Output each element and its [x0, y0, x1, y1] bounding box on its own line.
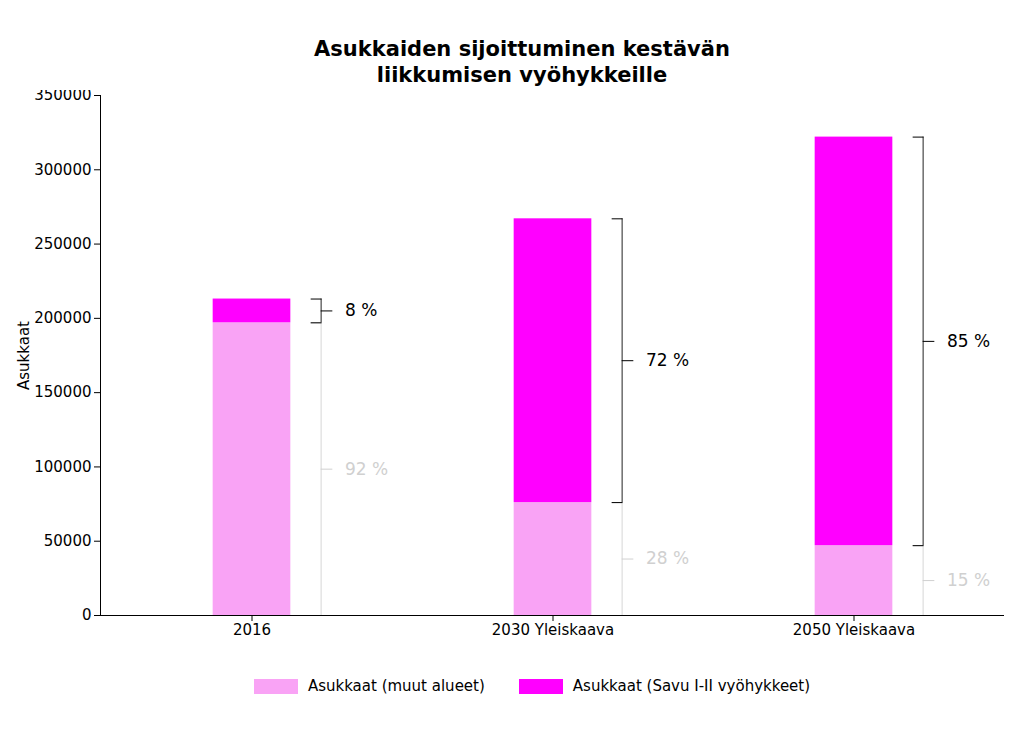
svg-text:2016: 2016: [233, 621, 271, 639]
svg-text:8 %: 8 %: [345, 300, 377, 320]
svg-text:300000: 300000: [34, 161, 91, 179]
html-text:Asukkaat (Savu I-II vyöhykkeet: Asukkaat (Savu I-II vyöhykkeet): [572, 677, 811, 695]
html-text:Asukkaiden sijoittuminen kestä: Asukkaiden sijoittuminen kestävän liikku…: [314, 37, 730, 87]
svg-text:72 %: 72 %: [646, 350, 689, 370]
svg-text:15 %: 15 %: [947, 570, 990, 590]
svg-text:92 %: 92 %: [345, 459, 388, 479]
svg-text:50000: 50000: [44, 532, 92, 550]
svg-text:85 %: 85 %: [947, 331, 990, 351]
svg-text:2030 Yleiskaava: 2030 Yleiskaava: [492, 621, 614, 639]
svg-text:Asukkaat: Asukkaat: [15, 321, 33, 390]
svg-text:100000: 100000: [34, 458, 91, 476]
svg-text:350000: 350000: [34, 90, 91, 104]
svg-text:150000: 150000: [34, 383, 91, 401]
svg-text:200000: 200000: [34, 309, 91, 327]
svg-text:0: 0: [82, 606, 92, 624]
html-text:Asukkaat (muut alueet): Asukkaat (muut alueet): [307, 677, 485, 695]
svg-text:250000: 250000: [34, 235, 91, 253]
svg-text:28 %: 28 %: [646, 548, 689, 568]
svg-text:2050 Yleiskaava: 2050 Yleiskaava: [793, 621, 915, 639]
